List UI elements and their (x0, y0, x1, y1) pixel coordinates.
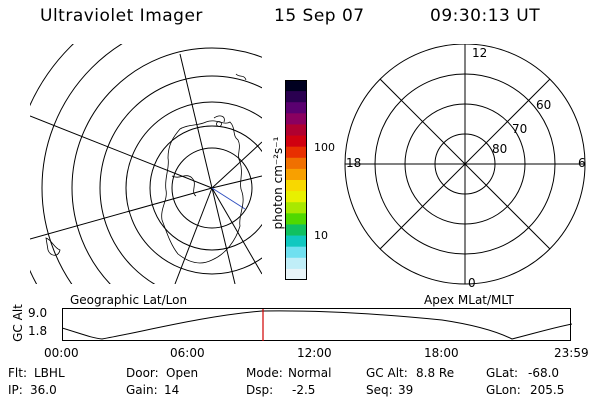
timeline-xtick-1800: 18:00 (424, 346, 459, 360)
info-mode-value: Normal (288, 366, 332, 380)
colorbar-swatch (285, 257, 307, 270)
colorbar-unit-label: photon cm⁻²s⁻¹ (271, 136, 285, 230)
info-glon-key: GLon: (486, 383, 521, 397)
colorbar-tick-10: 10 (314, 229, 328, 242)
info-seq-key: Seq: (366, 383, 393, 397)
info-seq-value: 39 (398, 383, 414, 397)
info-dsp-key: Dsp: (246, 383, 274, 397)
mlt-label-0: 0 (468, 276, 476, 290)
colorbar-swatch (285, 91, 307, 103)
info-door-value: Open (166, 366, 199, 380)
colorbar-frame (285, 80, 307, 280)
colorbar-swatch (285, 102, 307, 114)
mlt-label-18: 18 (346, 156, 362, 170)
colorbar-swatch (285, 124, 307, 137)
timeline-xtick-0000: 00:00 (44, 346, 79, 360)
colorbar-swatch (285, 235, 307, 248)
info-glat-key: GLat: (486, 366, 519, 380)
colorbar-swatch (285, 113, 307, 125)
colorbar-swatch (285, 202, 307, 214)
mlat-label-60: 60 (536, 98, 552, 112)
mlt-label-12: 12 (472, 46, 488, 60)
apex-caption: Apex MLat/MLT (424, 293, 514, 307)
intensity-colorbar (285, 80, 307, 280)
colorbar-swatch (285, 191, 307, 203)
info-glat-value: -68.0 (528, 366, 560, 380)
colorbar-swatch (285, 168, 307, 181)
timeline-xtick-2359: 23:59 (554, 346, 589, 360)
colorbar-swatch (285, 224, 307, 237)
colorbar-swatch (285, 135, 307, 148)
colorbar-tick-100: 100 (314, 141, 335, 154)
date-label: 15 Sep 07 (274, 6, 365, 26)
time-label: 09:30:13 UT (430, 6, 541, 26)
colorbar-swatch (285, 268, 307, 280)
timeline-ytick-low: 1.8 (28, 324, 48, 338)
colorbar-swatch (285, 80, 307, 92)
magnetic-polar-plot (344, 44, 586, 285)
geographic-caption: Geographic Lat/Lon (70, 293, 188, 307)
mlt-label-6: 6 (578, 156, 586, 170)
info-glon-value: 205.5 (530, 383, 565, 397)
timeline-xtick-1200: 12:00 (297, 346, 332, 360)
info-dsp-value: -2.5 (292, 383, 316, 397)
info-flt-value: LBHL (34, 366, 65, 380)
info-gcalt-value: 8.8 Re (416, 366, 455, 380)
colorbar-swatch (285, 146, 307, 159)
timeline-xtick-0600: 06:00 (170, 346, 205, 360)
colorbar-swatch (285, 246, 307, 259)
info-mode-key: Mode: (246, 366, 283, 380)
timeline-ytick-high: 9.0 (28, 306, 48, 320)
colorbar-swatch (285, 213, 307, 225)
info-gain-value: 14 (164, 383, 180, 397)
altitude-timeline (62, 308, 572, 341)
colorbar-swatch (285, 180, 307, 192)
info-ip-key: IP: (8, 383, 23, 397)
geographic-map (30, 44, 262, 284)
instrument-title: Ultraviolet Imager (40, 6, 203, 26)
timeline-axis-label: GC Alt (11, 304, 25, 342)
info-door-key: Door: (126, 366, 159, 380)
info-gain-key: Gain: (126, 383, 158, 397)
mlat-label-80: 80 (492, 142, 508, 156)
info-flt-key: Flt: (8, 366, 27, 380)
info-ip-value: 36.0 (30, 383, 57, 397)
colorbar-swatch (285, 157, 307, 170)
info-gcalt-key: GC Alt: (366, 366, 408, 380)
mlat-label-70: 70 (512, 122, 528, 136)
